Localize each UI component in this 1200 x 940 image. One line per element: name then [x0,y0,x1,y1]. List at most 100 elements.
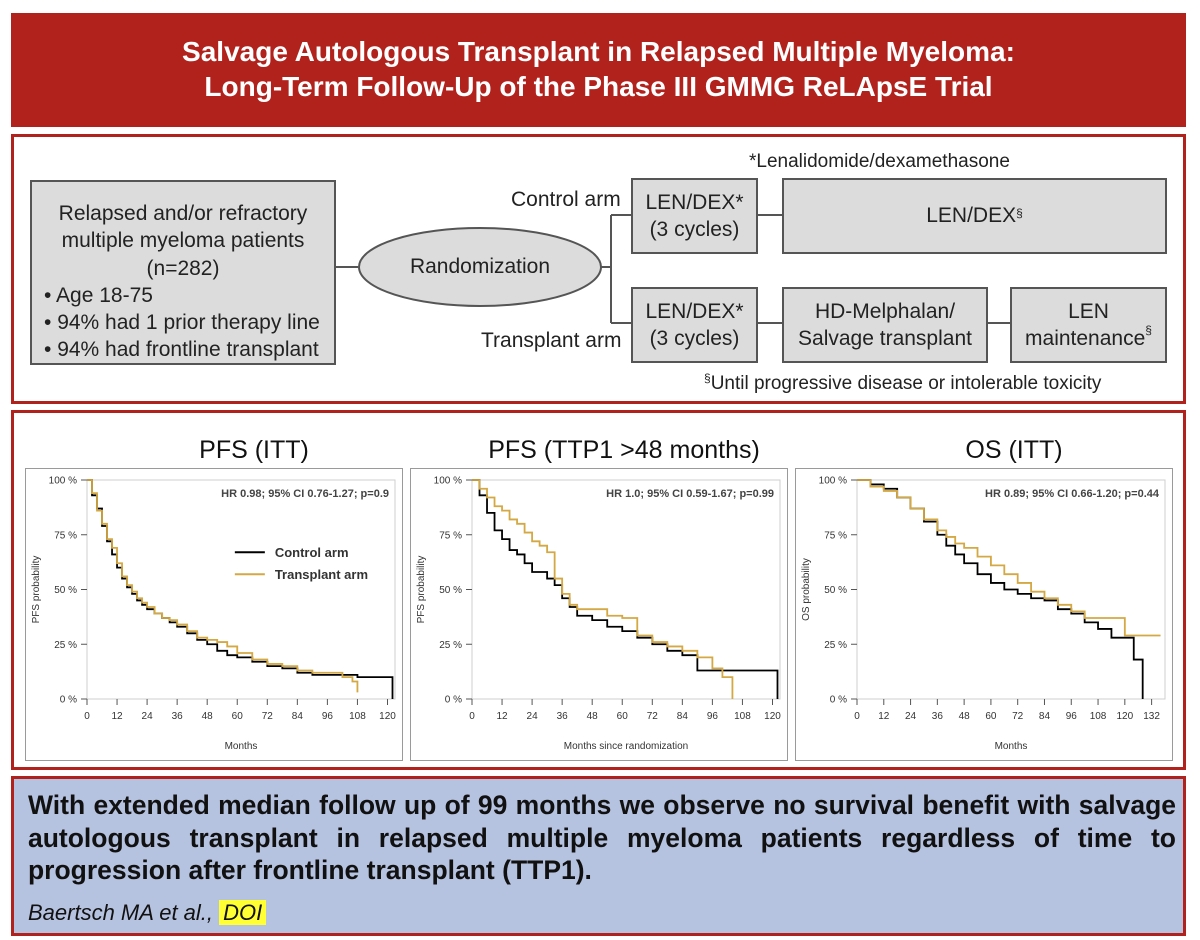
x-tick-label: 48 [959,711,971,722]
x-tick-label: 0 [854,711,860,722]
bullet-prior-therapy: • 94% had 1 prior therapy line [44,311,320,335]
y-tick-label: 100 % [49,476,77,487]
panel-title-pfs-itt: PFS (ITT) [199,436,309,464]
transplant-arm-label: Transplant arm [481,329,622,352]
doi-link[interactable]: DOI [219,900,267,925]
x-tick-label: 60 [617,711,629,722]
x-tick-label: 24 [905,711,917,722]
x-tick-label: 0 [84,711,90,722]
chart-pfs-itt: 0 % 25 % 50 % 75 % 100 % 0 12 24 36 48 60 72 84 96 108… [25,468,403,761]
transplant-arm-curve [857,479,1161,637]
maintenance-box: LEN maintenance§ [1010,287,1167,363]
x-axis-label: Months [225,741,258,752]
x-tick-label: 120 [1116,711,1133,722]
citation-authors: Baertsch MA et al., [28,900,214,925]
control-continuation-drug: LEN/DEX [926,204,1017,228]
x-axis-label: Months [995,741,1028,752]
x-tick-label: 84 [677,711,689,722]
x-tick-label: 96 [322,711,334,722]
transplant-arm-curve [87,479,359,693]
x-tick-label: 36 [172,711,184,722]
chart-pfs-ttp1: 0 % 25 % 50 % 75 % 100 % 0 12 24 36 48 60 72 84 96 108… [410,468,788,761]
x-tick-label: 72 [1012,711,1024,722]
patients-line-1: Relapsed and/or refractory [58,202,308,225]
title-banner: Salvage Autologous Transplant in Relapse… [11,13,1186,127]
y-tick-label: 25 % [824,640,847,651]
x-tick-label: 108 [734,711,751,722]
chart-frame [25,468,403,761]
maintenance-line-2: maintenance§ [1025,323,1152,350]
maintenance-drug: LEN [1068,299,1109,323]
footnote-lenalidomide: *Lenalidomide/dexamethasone [749,151,1010,172]
panel-title-os-itt: OS (ITT) [965,436,1063,464]
panel-title-pfs-ttp1: PFS (TTP1 >48 months) [488,436,760,464]
y-axis-label: PFS probability [416,556,427,624]
transplant-induction-cycles: (3 cycles) [649,327,740,350]
x-tick-label: 120 [764,711,781,722]
x-tick-label: 84 [292,711,304,722]
legend-label: Transplant arm [275,567,368,582]
x-tick-label: 48 [202,711,214,722]
x-tick-label: 0 [469,711,475,722]
salvage-transplant-line-1: HD-Melphalan/ [814,299,956,323]
x-tick-label: 132 [1143,711,1160,722]
study-design-panel: *Lenalidomide/dexamethasone Relapsed and… [11,134,1186,404]
x-tick-label: 108 [1090,711,1107,722]
x-tick-label: 96 [707,711,719,722]
y-tick-label: 50 % [54,585,77,596]
y-tick-label: 0 % [60,695,77,706]
randomization-label: Randomization [409,255,551,278]
x-tick-label: 12 [111,711,123,722]
control-induction-box: LEN/DEX* (3 cycles) [631,178,758,254]
chart-os-itt: 0 % 25 % 50 % 75 % 100 % 0 12 24 36 48 60 72 84 96 108… [795,468,1173,761]
patients-count: (n=282) [146,256,220,280]
x-tick-label: 72 [262,711,274,722]
y-tick-label: 25 % [54,640,77,651]
x-tick-label: 120 [379,711,396,722]
x-tick-label: 60 [232,711,244,722]
bullet-frontline-transplant: • 94% had frontline transplant [44,338,319,362]
y-tick-label: 100 % [434,476,462,487]
y-tick-label: 25 % [439,640,462,651]
y-tick-label: 75 % [824,530,847,541]
patients-line-2: multiple myeloma patients [61,229,305,253]
transplant-arm-curve [472,479,734,699]
y-tick-label: 100 % [819,476,847,487]
x-tick-label: 12 [878,711,890,722]
x-tick-label: 24 [142,711,154,722]
salvage-transplant-line-2: Salvage transplant [798,327,972,350]
bullet-age: • Age 18-75 [44,283,153,307]
x-tick-label: 24 [527,711,539,722]
control-arm-label: Control arm [511,188,621,211]
x-tick-label: 36 [557,711,569,722]
legend-label: Control arm [275,545,349,560]
control-induction-cycles: (3 cycles) [649,218,740,241]
y-tick-label: 0 % [445,695,462,706]
citation: Baertsch MA et al., DOI [28,900,267,926]
survival-curves-panel: PFS (ITT) PFS (TTP1 >48 months) OS (ITT)… [11,410,1186,770]
x-tick-label: 84 [1039,711,1051,722]
chart-frame [795,468,1173,761]
control-induction-drug: LEN/DEX* [645,190,744,214]
x-tick-label: 12 [496,711,508,722]
y-tick-label: 75 % [54,530,77,541]
design-connectors [336,214,1010,324]
hazard-ratio-annotation: HR 1.0; 95% CI 0.59-1.67; p=0.99 [606,488,774,500]
control-continuation-box: LEN/DEX § [782,178,1167,254]
control-arm-curve [87,479,394,699]
hazard-ratio-annotation: HR 0.98; 95% CI 0.76-1.27; p=0.9 [221,488,389,500]
y-tick-label: 50 % [824,585,847,596]
salvage-transplant-box: HD-Melphalan/ Salvage transplant [782,287,988,363]
x-tick-label: 108 [349,711,366,722]
transplant-induction-box: LEN/DEX* (3 cycles) [631,287,758,363]
x-tick-label: 36 [932,711,944,722]
transplant-induction-drug: LEN/DEX* [645,299,744,323]
chart-frame [410,468,788,761]
x-tick-label: 72 [647,711,659,722]
section-mark: § [1016,206,1023,221]
randomization-ellipse [358,227,602,307]
title-line-1: Salvage Autologous Transplant in Relapse… [182,36,1015,67]
y-tick-label: 50 % [439,585,462,596]
x-axis-label: Months since randomization [564,741,689,752]
patient-population-box: Relapsed and/or refractory multiple myel… [30,180,336,365]
